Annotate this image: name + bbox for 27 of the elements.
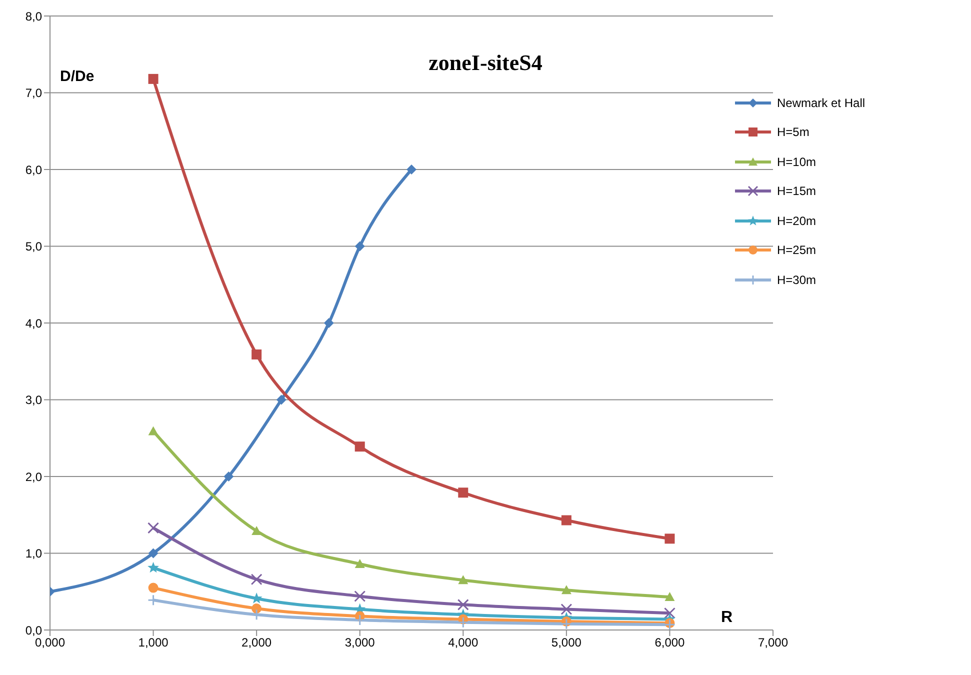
y-tick-label: 6,0 [25, 162, 42, 177]
legend-label: H=10m [777, 154, 816, 169]
x-tick-label: 7,000 [758, 636, 788, 650]
legend-label: H=20m [777, 214, 816, 228]
x-tick-label: 6,000 [654, 636, 686, 650]
legend-label: H=15m [777, 184, 816, 198]
x-tick-label: 0,000 [34, 636, 66, 650]
x-tick-label: 4,000 [448, 636, 478, 650]
legend-label: Newmark et Hall [777, 96, 866, 110]
x-axis-title: R [721, 609, 733, 626]
y-tick-label: 3,0 [25, 393, 42, 408]
text: zoneI-siteS4 [428, 50, 542, 75]
y-axis-title: D/De [60, 68, 94, 85]
legend-label: H=25m [777, 243, 816, 258]
y-tick-label: 8,0 [25, 9, 42, 24]
x-tick-label: 2,000 [242, 636, 272, 650]
y-tick-label: 2,0 [25, 470, 42, 484]
legend-label: H=30m [777, 272, 816, 287]
x-tick-label: 1,000 [138, 636, 169, 650]
y-tick-label: 0,0 [25, 623, 42, 638]
y-tick-label: 7,0 [25, 86, 42, 100]
y-tick-label: 4,0 [25, 316, 42, 330]
y-tick-label: 1,0 [25, 546, 42, 561]
legend-label: H=5m [777, 125, 810, 140]
x-tick-label: 3,000 [344, 636, 376, 650]
x-tick-label: 5,000 [551, 636, 582, 650]
y-tick-label: 5,0 [25, 240, 42, 254]
